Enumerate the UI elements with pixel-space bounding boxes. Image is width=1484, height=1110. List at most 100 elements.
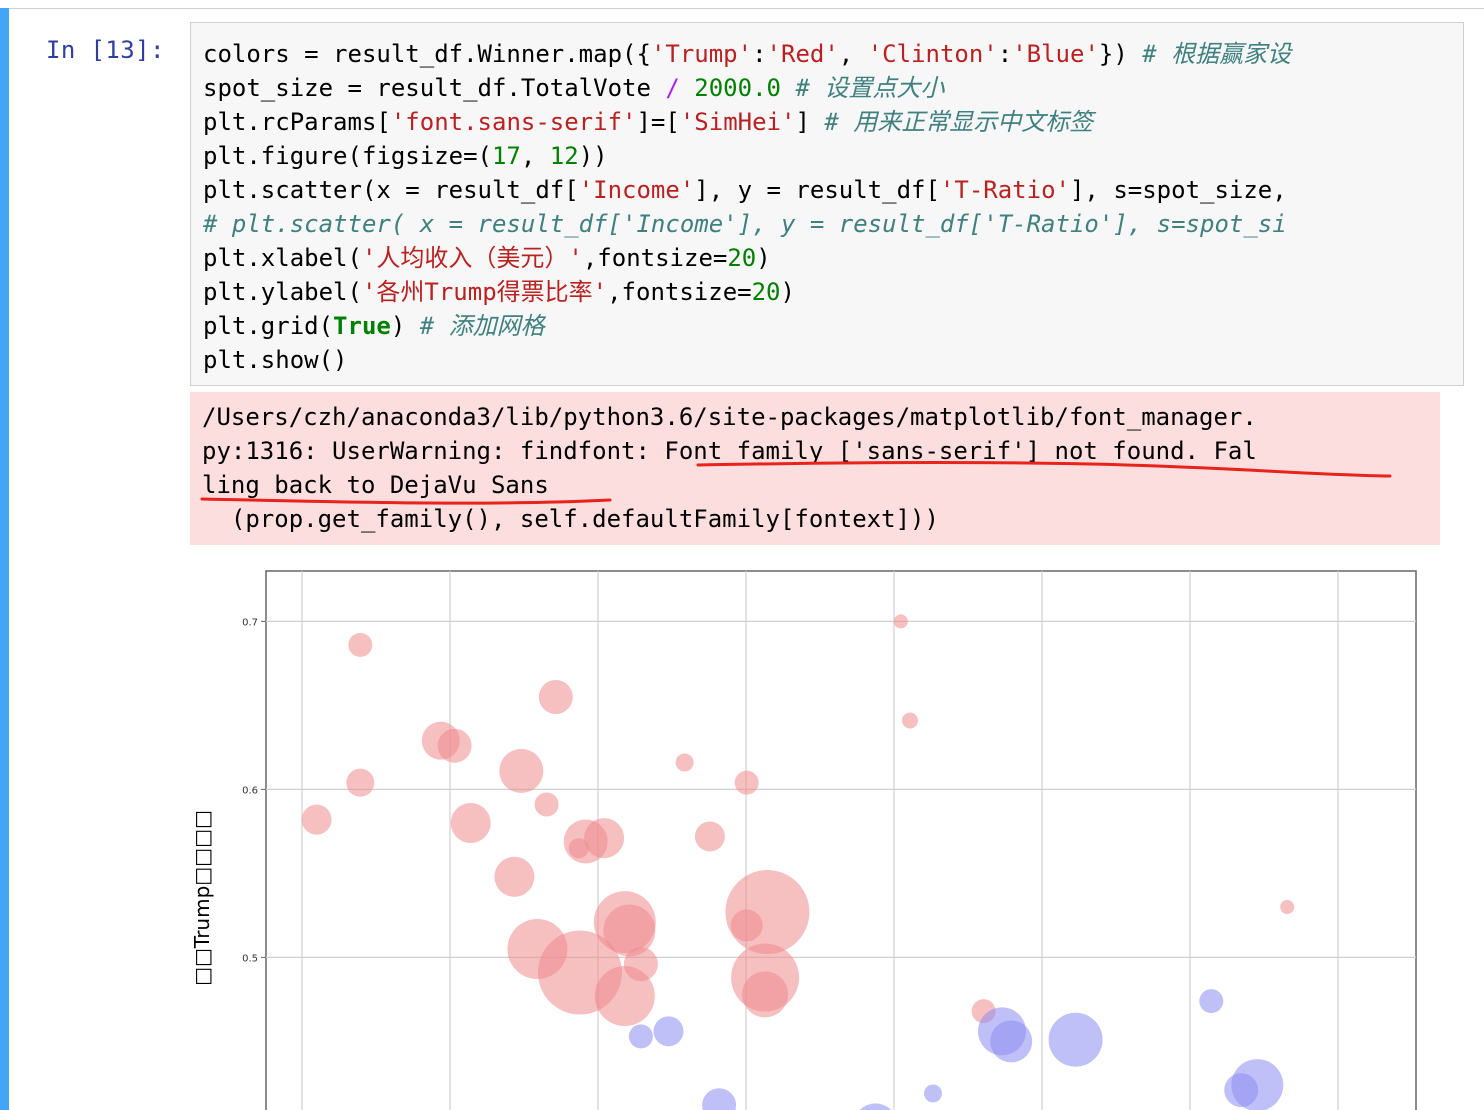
code-token: 12 [549,142,579,170]
code-token: plt.scatter(x = result_df[ [203,176,579,204]
data-point [893,614,908,629]
code-token: '人均收入（美元）' [361,244,583,272]
data-point [534,792,559,817]
data-point [1199,989,1224,1014]
y-tick-label: 0.6 [242,785,258,796]
data-point [924,1084,942,1103]
stderr-output: /Users/czh/anaconda3/lib/python3.6/site-… [190,392,1440,545]
data-point [494,856,535,897]
data-point [702,1088,737,1110]
stderr-line: py:1316: UserWarning: findfont: Font fam… [202,437,1257,465]
code-token: , [520,142,550,170]
code-token: / [665,74,680,102]
data-point [725,870,810,955]
code-token: 20 [751,278,781,306]
data-point [584,818,625,859]
plot-output: 0.7 0.6 0.5 □□Trump□□□□ [190,560,1446,1110]
data-point [742,971,789,1018]
code-line: plt.xlabel('人均收入（美元）',fontsize=20) [203,241,771,275]
data-point [499,748,544,793]
data-point [694,821,725,852]
data-point [346,768,375,797]
selected-cell-indicator [0,8,9,1110]
code-line: plt.figure(figsize=(17, 12)) [203,139,608,173]
code-line: plt.ylabel('各州Trump得票比率',fontsize=20) [203,275,795,309]
code-token: plt.xlabel( [203,244,362,272]
code-line: plt.show() [203,343,348,377]
data-point [1280,900,1295,914]
code-token: plt.show() [203,346,348,374]
code-token: # 添加网格 [419,312,545,340]
data-point [450,803,491,843]
code-token: True [333,312,391,340]
y-axis-label: □□Trump□□□□ [190,810,214,986]
code-token [781,74,795,102]
code-token: 'SimHei' [679,108,796,136]
code-token: ], s=spot_size, [1069,176,1287,204]
code-token: # 设置点大小 [795,74,945,102]
code-line: plt.rcParams['font.sans-serif']=['SimHei… [203,105,1093,139]
code-token: ) [390,312,420,340]
code-input-area[interactable]: colors = result_df.Winner.map({'Trump':'… [190,22,1464,386]
code-token: 'Clinton' [867,40,998,68]
scatter-chart: 0.7 0.6 0.5 [242,570,1417,1110]
code-token: plt.figure(figsize=( [203,142,492,170]
code-line: spot_size = result_df.TotalVote / 2000.0… [203,71,944,105]
data-point [902,712,918,729]
code-token: ], y = result_df[ [694,176,940,204]
data-point [990,1020,1033,1063]
stderr-line: /Users/czh/anaconda3/lib/python3.6/site-… [202,403,1257,431]
code-token: ) [756,244,771,272]
plot-area [265,570,1417,1110]
data-point [859,1103,892,1110]
code-token: 'font.sans-serif' [390,108,637,136]
code-token: 17 [491,142,521,170]
code-token: ]=[ [636,108,680,136]
code-token: , [838,40,868,68]
data-point [675,753,694,772]
code-token: '各州Trump得票比率' [361,278,608,306]
code-token: ,fontsize= [607,278,752,306]
code-line: plt.grid(True) # 添加网格 [203,309,545,343]
code-token: ] [795,108,825,136]
code-token: 'Blue' [1012,40,1099,68]
stderr-line: (prop.get_family(), self.defaultFamily[f… [202,505,939,533]
data-point [1048,1012,1103,1067]
code-line: colors = result_df.Winner.map({'Trump':'… [203,37,1291,71]
code-token: 2000.0 [694,74,781,102]
code-token: spot_size = result_df.TotalVote [203,74,666,102]
code-token: 'T-Ratio' [939,176,1070,204]
code-line: # plt.scatter( x = result_df['Income'], … [203,207,1287,241]
data-point [437,728,472,763]
code-token: ,fontsize= [582,244,728,272]
data-point [538,680,573,714]
code-token: 20 [727,244,757,272]
data-point [603,904,656,957]
y-tick-label: 0.5 [242,953,258,964]
data-point [628,1024,653,1049]
data-point [730,909,763,942]
code-token: ) [780,278,795,306]
data-point [734,770,759,795]
input-prompt: In [13]: [46,36,165,64]
code-line: plt.scatter(x = result_df['Income'], y =… [203,173,1287,207]
code-token: )) [578,142,608,170]
code-token: 'Trump' [650,40,753,68]
code-token: # 根据赢家设 [1142,40,1292,68]
code-token: colors = result_df.Winner.map({ [203,40,651,68]
data-point [568,838,589,859]
code-token: : [752,40,767,68]
top-divider [0,0,1484,9]
code-token: # plt.scatter( x = result_df['Income'], … [203,210,1287,238]
code-token: 'Red' [766,40,839,68]
code-token: plt.rcParams[ [203,108,391,136]
code-token: plt.grid( [203,312,334,340]
y-tick-label: 0.7 [242,617,258,628]
data-point [653,1016,684,1047]
data-point [301,804,332,835]
stderr-line: ling back to DejaVu Sans [202,471,549,499]
data-point [623,947,658,982]
code-token [680,74,694,102]
data-point [1231,1059,1284,1110]
code-token: : [997,40,1013,68]
